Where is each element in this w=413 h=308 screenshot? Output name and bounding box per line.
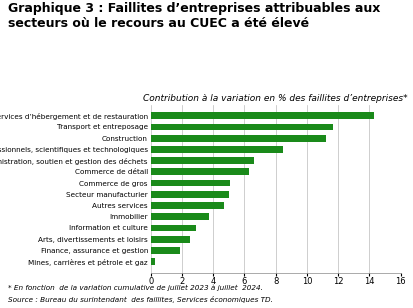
- Text: Graphique 3 : Faillites d’entreprises attribuables aux: Graphique 3 : Faillites d’entreprises at…: [8, 2, 381, 14]
- Text: * En fonction  de la variation cumulative de juillet 2023 à juillet  2024.: * En fonction de la variation cumulative…: [8, 285, 263, 291]
- Text: secteurs où le recours au CUEC a été élevé: secteurs où le recours au CUEC a été éle…: [8, 17, 309, 30]
- Bar: [151, 135, 325, 141]
- Bar: [151, 124, 333, 130]
- Bar: [151, 191, 229, 198]
- Bar: [151, 202, 224, 209]
- Text: Contribution à la variation en % des faillites d’entreprises*: Contribution à la variation en % des fai…: [143, 94, 408, 103]
- Bar: [151, 157, 254, 164]
- Bar: [151, 258, 155, 265]
- Bar: [151, 168, 249, 175]
- Bar: [151, 180, 230, 186]
- Bar: [151, 112, 374, 119]
- Bar: [151, 146, 283, 153]
- Bar: [151, 247, 180, 254]
- Bar: [151, 236, 190, 242]
- Text: Source : Bureau du surintendant  des faillites, Services économiques TD.: Source : Bureau du surintendant des fail…: [8, 296, 273, 303]
- Bar: [151, 225, 196, 231]
- Bar: [151, 213, 209, 220]
